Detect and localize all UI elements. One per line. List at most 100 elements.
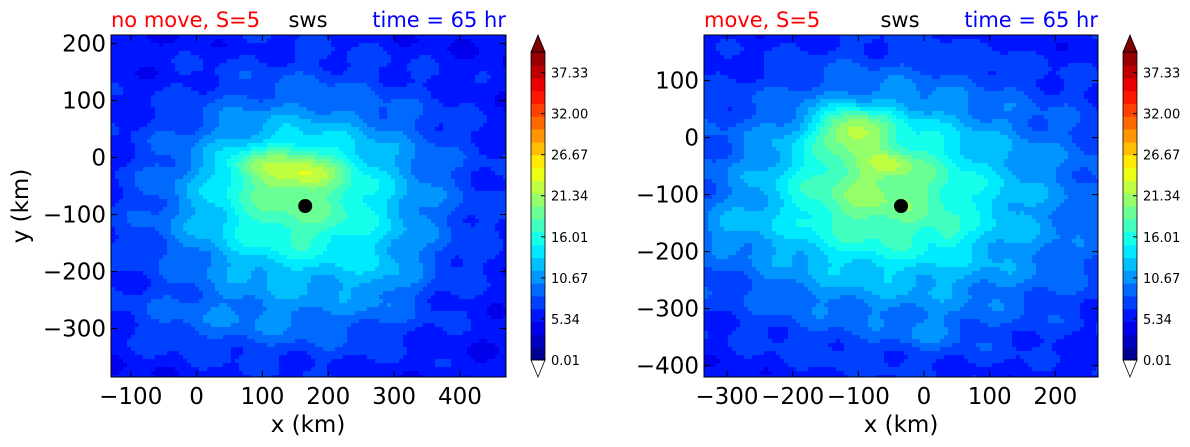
heatmap-cell bbox=[179, 223, 184, 228]
heatmap-cell bbox=[247, 75, 252, 80]
heatmap-cell bbox=[395, 139, 400, 144]
heatmap-cell bbox=[287, 219, 292, 224]
heatmap-cell bbox=[443, 91, 448, 96]
heatmap-cell bbox=[347, 59, 352, 64]
heatmap-cell bbox=[119, 155, 124, 160]
heatmap-cell bbox=[379, 207, 384, 212]
heatmap-cell bbox=[327, 123, 332, 128]
heatmap-cell bbox=[383, 203, 388, 208]
heatmap-cell bbox=[191, 187, 196, 192]
heatmap-cell bbox=[295, 63, 300, 68]
heatmap-cell bbox=[235, 111, 240, 116]
heatmap-cell bbox=[183, 131, 188, 136]
heatmap-cell bbox=[407, 71, 412, 76]
heatmap-cell bbox=[403, 223, 408, 228]
heatmap-cell bbox=[323, 71, 328, 76]
heatmap-cell bbox=[351, 143, 356, 148]
heatmap-cell bbox=[475, 71, 480, 76]
heatmap-cell bbox=[455, 103, 460, 108]
heatmap-cell bbox=[163, 123, 168, 128]
heatmap-cell bbox=[187, 91, 192, 96]
heatmap-cell bbox=[191, 39, 196, 44]
heatmap-cell bbox=[487, 191, 492, 196]
heatmap-cell bbox=[311, 39, 316, 44]
heatmap-cell bbox=[307, 187, 312, 192]
heatmap-cell bbox=[363, 223, 368, 228]
heatmap-cell bbox=[367, 127, 372, 132]
heatmap-cell bbox=[167, 127, 172, 132]
heatmap-cell bbox=[207, 67, 212, 72]
heatmap-cell bbox=[243, 95, 248, 100]
heatmap-cell bbox=[483, 219, 488, 224]
heatmap-cell bbox=[139, 67, 144, 72]
heatmap-cell bbox=[459, 215, 464, 220]
heatmap-cell bbox=[303, 35, 308, 40]
heatmap-cell bbox=[275, 195, 280, 200]
heatmap-cell bbox=[219, 227, 224, 232]
heatmap-cell bbox=[359, 187, 364, 192]
heatmap-cell bbox=[319, 95, 324, 100]
heatmap-cell bbox=[143, 187, 148, 192]
heatmap-cell bbox=[291, 231, 296, 236]
heatmap-cell bbox=[379, 191, 384, 196]
heatmap-cell bbox=[279, 139, 284, 144]
heatmap-cell bbox=[451, 119, 456, 124]
heatmap-cell bbox=[159, 71, 164, 76]
heatmap-cell bbox=[335, 191, 340, 196]
heatmap-cell bbox=[443, 39, 448, 44]
heatmap-cell bbox=[247, 131, 252, 136]
heatmap-cell bbox=[463, 47, 468, 52]
heatmap-cell bbox=[215, 135, 220, 140]
heatmap-cell bbox=[355, 171, 360, 176]
heatmap-cell bbox=[359, 231, 364, 236]
heatmap-cell bbox=[347, 163, 352, 168]
heatmap-cell bbox=[487, 135, 492, 140]
heatmap-cell bbox=[211, 95, 216, 100]
heatmap-cell bbox=[155, 187, 160, 192]
heatmap-cell bbox=[307, 167, 312, 172]
heatmap-cell bbox=[155, 43, 160, 48]
heatmap-cell bbox=[131, 231, 136, 236]
heatmap-cell bbox=[379, 147, 384, 152]
heatmap-cell bbox=[135, 231, 140, 236]
heatmap-cell bbox=[355, 67, 360, 72]
heatmap-cell bbox=[371, 167, 376, 172]
heatmap-cell bbox=[271, 227, 276, 232]
heatmap-cell bbox=[131, 223, 136, 228]
heatmap-cell bbox=[311, 119, 316, 124]
heatmap-cell bbox=[503, 203, 506, 208]
heatmap-cell bbox=[499, 107, 504, 112]
heatmap-cell bbox=[315, 179, 320, 184]
heatmap-cell bbox=[403, 127, 408, 132]
heatmap-cell bbox=[479, 39, 484, 44]
heatmap-cell bbox=[299, 159, 304, 164]
heatmap-cell bbox=[167, 163, 172, 168]
heatmap-cell bbox=[231, 131, 236, 136]
heatmap-cell bbox=[191, 87, 196, 92]
heatmap-cell bbox=[375, 187, 380, 192]
heatmap-cell bbox=[143, 147, 148, 152]
heatmap-cell bbox=[271, 155, 276, 160]
heatmap-cell bbox=[171, 87, 176, 92]
heatmap-cell bbox=[135, 143, 140, 148]
heatmap-cell bbox=[115, 115, 120, 120]
heatmap-cell bbox=[135, 195, 140, 200]
heatmap-cell bbox=[363, 71, 368, 76]
heatmap-cell bbox=[207, 111, 212, 116]
heatmap-cell bbox=[439, 111, 444, 116]
heatmap-cell bbox=[115, 203, 120, 208]
heatmap-cell bbox=[427, 159, 432, 164]
heatmap-cell bbox=[375, 119, 380, 124]
heatmap-cell bbox=[327, 115, 332, 120]
heatmap-cell bbox=[263, 115, 268, 120]
heatmap-cell bbox=[403, 123, 408, 128]
heatmap-cell bbox=[475, 179, 480, 184]
heatmap-cell bbox=[227, 191, 232, 196]
heatmap-cell bbox=[483, 79, 488, 84]
heatmap-cell bbox=[335, 143, 340, 148]
heatmap-cell bbox=[339, 143, 344, 148]
heatmap-cell bbox=[479, 51, 484, 56]
heatmap-cell bbox=[411, 63, 416, 68]
heatmap-cell bbox=[367, 163, 372, 168]
heatmap-cell bbox=[483, 135, 488, 140]
